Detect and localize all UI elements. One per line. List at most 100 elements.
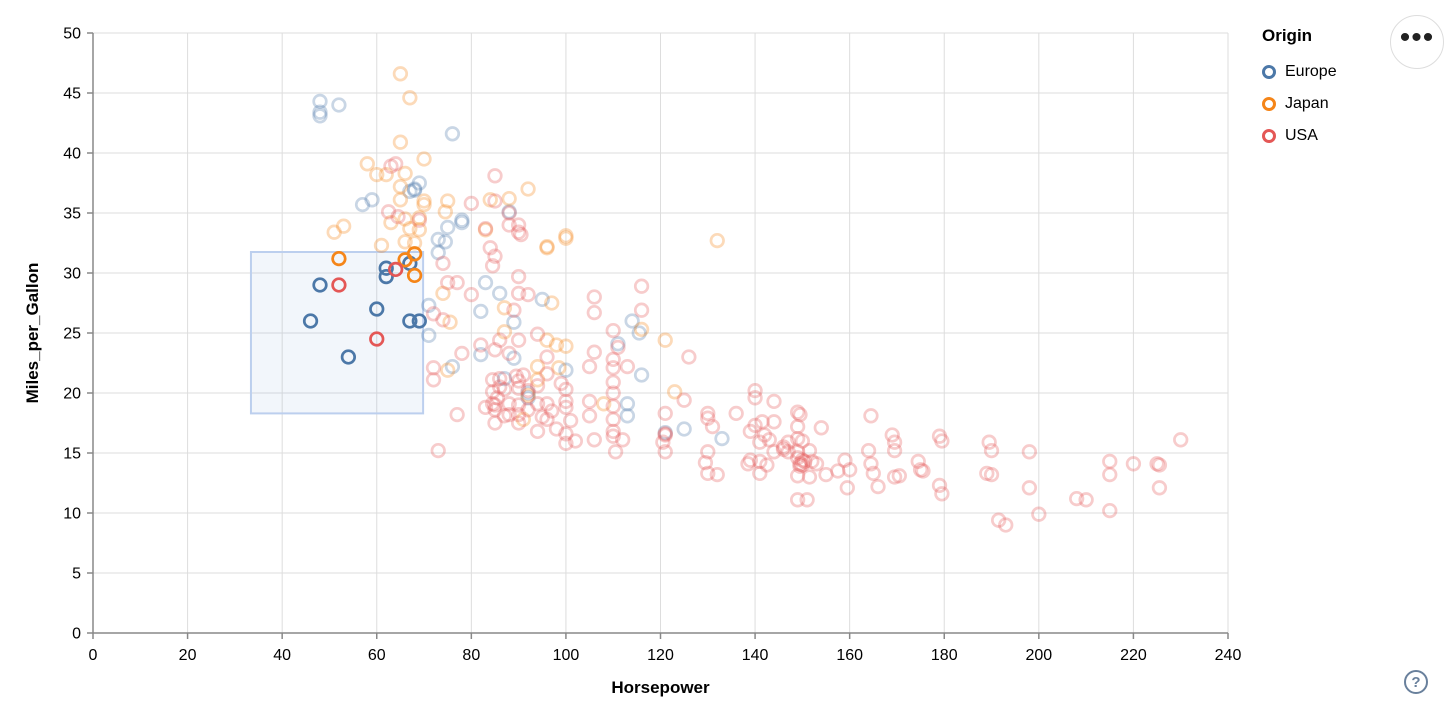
data-point-usa [581,408,598,424]
data-point-usa [752,434,768,450]
data-point-usa [506,302,522,318]
data-point-usa [747,417,763,434]
data-point-europe [558,362,574,378]
data-point-usa [510,332,527,348]
data-point-usa [430,442,446,459]
data-point-usa [388,156,404,172]
data-point-japan [397,234,413,250]
data-point-japan [596,396,612,412]
data-point-usa [789,492,806,508]
data-point-usa [605,360,621,376]
data-point-europe [506,350,522,366]
data-point-usa [910,453,926,470]
japan-point-icon [1262,97,1276,111]
data-point-usa [581,393,598,410]
europe-point-icon [1262,65,1276,79]
legend-label: Europe [1285,63,1337,80]
data-point-usa [558,435,574,452]
data-point-usa [799,492,815,508]
data-point-usa [775,439,792,455]
data-point-usa [477,399,494,416]
data-point-usa [1173,432,1189,448]
data-point-usa [886,442,903,459]
data-point-usa [515,367,532,383]
data-point-usa [510,224,527,240]
data-point-usa [792,456,808,472]
data-point-usa [520,382,536,399]
data-point-usa [759,457,775,473]
data-point-usa [390,208,406,225]
data-point-europe [421,297,437,314]
x-tick-label: 40 [273,647,291,664]
data-point-europe [496,370,513,387]
data-point-usa [1069,490,1085,507]
legend-entry-japan[interactable]: Japan [1262,88,1392,120]
legend-entry-europe[interactable]: Europe [1262,56,1392,88]
data-point-usa [473,337,489,353]
data-point-japan [435,285,451,302]
data-point-japan [416,193,432,209]
data-point-usa [931,428,948,444]
x-tick-label: 80 [462,647,480,664]
data-point-europe [501,204,517,220]
x-tick-label: 200 [1025,647,1052,664]
data-point-usa [792,458,808,474]
data-point-japan [392,192,409,208]
selected-data-point-europe [369,301,385,317]
data-point-usa [508,368,524,384]
data-point-usa [998,517,1014,533]
data-point-usa [742,423,759,440]
data-point-usa [558,399,574,416]
data-point-usa [558,393,574,410]
data-point-usa [700,444,716,460]
data-point-usa [487,248,503,264]
data-point-usa [891,468,907,484]
data-point-japan [416,196,432,213]
y-tick-label: 0 [72,626,81,643]
data-point-europe [430,231,446,248]
data-point-usa [586,304,602,321]
data-point-usa [704,418,721,435]
selected-data-point-usa [331,277,347,293]
data-point-usa [520,286,536,303]
data-point-usa [510,380,527,396]
data-point-usa [775,441,792,458]
data-point-europe [631,325,647,341]
data-point-usa [484,384,501,400]
data-point-usa [789,418,806,435]
data-point-japan [369,166,385,183]
data-point-europe [506,314,522,330]
selected-data-point-usa [369,331,385,347]
legend-entry-usa[interactable]: USA [1262,120,1392,152]
data-point-europe [312,104,328,120]
data-point-usa [752,453,768,470]
data-point-europe [473,303,489,320]
data-point-japan [558,338,574,354]
data-point-europe [364,192,380,208]
data-point-europe [402,183,418,200]
x-tick-label: 240 [1215,647,1242,664]
data-point-usa [780,444,796,460]
help-button[interactable]: ? [1404,670,1428,694]
data-point-europe [444,358,461,375]
data-point-europe [492,285,508,302]
data-point-usa [607,444,624,460]
data-point-europe [477,274,494,291]
data-point-japan [392,178,409,195]
data-point-usa [501,396,517,412]
data-point-usa [1151,480,1168,496]
actions-menu-button[interactable]: ••• [1390,15,1444,69]
data-point-usa [501,217,517,233]
data-point-japan [515,411,532,428]
data-point-usa [380,204,397,220]
data-point-usa [752,465,768,482]
x-tick-label: 220 [1120,647,1147,664]
x-tick-label: 140 [742,647,769,664]
data-point-usa [449,406,465,423]
data-point-japan [397,165,413,182]
data-point-usa [425,360,442,376]
data-point-usa [655,434,671,450]
selected-data-point-japan [406,246,423,262]
